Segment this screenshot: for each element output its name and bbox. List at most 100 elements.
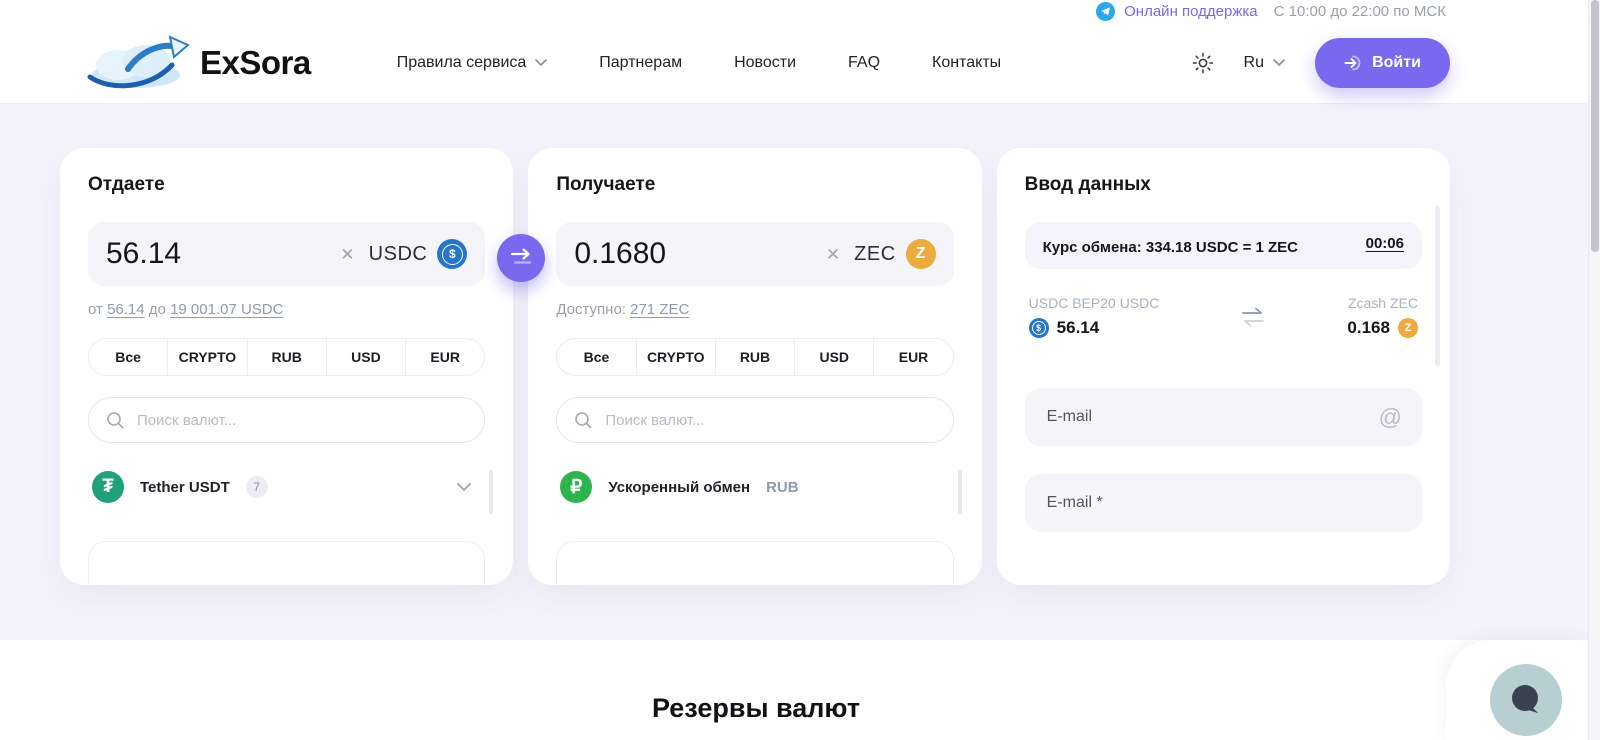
give-search-input[interactable]: [135, 410, 468, 430]
tab-usd[interactable]: USD: [794, 339, 873, 375]
online-support-link[interactable]: Онлайн поддержка: [1096, 1, 1258, 21]
clear-amount-icon[interactable]: ✕: [340, 244, 355, 264]
limit-min-link[interactable]: 56.14: [107, 301, 145, 318]
page-scrollbar-thumb[interactable]: [1591, 0, 1599, 252]
clear-amount-icon[interactable]: ✕: [825, 244, 841, 264]
list-item-fast-exchange[interactable]: ₽ Ускоренный обмен RUB: [556, 455, 953, 519]
tab-crypto[interactable]: CRYPTO: [635, 339, 715, 375]
list-item-name: Ускоренный обмен: [608, 478, 751, 496]
receive-currency-selector[interactable]: ZEC Z: [854, 239, 936, 269]
pair-from-label: USDC BEP20 USDC: [1028, 295, 1160, 311]
tab-eur[interactable]: EUR: [873, 339, 952, 375]
pair-from-amount: 56.14: [1056, 318, 1100, 337]
logo[interactable]: ExSora: [84, 34, 311, 91]
tab-all[interactable]: Все: [115, 349, 141, 365]
support-link-label: Онлайн поддержка: [1124, 2, 1258, 20]
nav-faq[interactable]: FAQ: [848, 53, 881, 71]
give-list-scrollbar[interactable]: [489, 470, 494, 514]
give-card-title: Отдаете: [88, 174, 165, 195]
chat-button[interactable]: [1490, 664, 1562, 736]
details-card-title: Ввод данных: [1024, 174, 1151, 195]
rate-timer-value: 00:06: [1365, 235, 1404, 252]
language-selector[interactable]: Ru: [1244, 54, 1285, 72]
receive-available: Доступно: 271 ZEC: [556, 301, 690, 318]
give-amount-box: ✕ USDC $: [88, 222, 486, 286]
give-card: Отдаете ✕ USDC $ от 56.14 до 19 001.07 U…: [60, 148, 514, 585]
pair-swap-icon: [1242, 307, 1265, 326]
network-count-badge: 7: [245, 476, 268, 498]
telegram-icon: [1096, 1, 1116, 21]
receive-currency-list: ₽ Ускоренный обмен RUB: [556, 455, 954, 585]
search-icon: [107, 412, 124, 429]
receive-list-scrollbar[interactable]: [957, 470, 962, 514]
page-scrollbar[interactable]: [1588, 0, 1600, 740]
give-limits: от 56.14 до 19 001.07 USDC: [88, 301, 284, 318]
email-input[interactable]: [1044, 407, 1367, 427]
list-item-currency-tag: RUB: [766, 478, 799, 496]
nav-contacts[interactable]: Контакты: [932, 53, 1002, 71]
pair-to-amount: 0.168: [1347, 318, 1390, 337]
login-label: Войти: [1372, 53, 1421, 71]
details-card-scrollbar[interactable]: [1434, 206, 1440, 366]
receive-amount-input[interactable]: [574, 237, 820, 271]
give-amount-input[interactable]: [106, 237, 335, 271]
logo-cloud-icon: [84, 34, 196, 91]
theme-toggle-sun-icon[interactable]: [1192, 52, 1214, 74]
main-nav: Правила сервиса Партнерам Новости FAQ Ко…: [397, 54, 1001, 72]
next-currency-group: [556, 541, 954, 585]
limit-max-link[interactable]: 19 001.07 USDC: [170, 301, 284, 318]
exchanger-section: Отдаете ✕ USDC $ от 56.14 до 19 001.07 U…: [0, 104, 1600, 640]
receive-card: Получаете ✕ ZEC Z Доступно: 271 ZEC Все …: [528, 148, 982, 585]
details-card: Ввод данных Курс обмена: 334.18 USDC = 1…: [996, 148, 1450, 585]
chevron-down-icon: [1273, 58, 1285, 66]
zcash-coin-icon: Z: [905, 239, 936, 269]
nav-news[interactable]: Новости: [734, 53, 797, 71]
give-currency-selector[interactable]: USDC $: [369, 239, 468, 269]
header: ExSora Правила сервиса Партнерам Новости…: [0, 22, 1600, 104]
exchange-pair-summary: USDC BEP20 USDC $ 56.14 Zcash ZEC 0: [1025, 295, 1422, 338]
tab-crypto[interactable]: CRYPTO: [167, 339, 246, 375]
pair-from: USDC BEP20 USDC $ 56.14: [1028, 295, 1160, 338]
pair-to-label: Zcash ZEC: [1347, 295, 1418, 311]
tab-all[interactable]: Все: [583, 349, 610, 365]
search-icon: [575, 412, 592, 429]
reserves-title: Резервы валют: [651, 693, 861, 723]
tab-usd[interactable]: USD: [325, 339, 405, 375]
at-sign-icon: @: [1378, 403, 1402, 430]
topbar: Онлайн поддержка С 10:00 до 22:00 по МСК: [0, 0, 1600, 22]
usdc-coin-icon: $: [437, 239, 468, 269]
give-currency-code: USDC: [368, 242, 428, 265]
exchange-rate-text: Курс обмена: 334.18 USDC = 1 ZEC: [1042, 239, 1299, 256]
email-field: @: [1024, 388, 1422, 446]
tab-rub[interactable]: RUB: [246, 339, 326, 375]
swap-arrows-icon: [510, 248, 532, 264]
chevron-down-icon: [457, 482, 472, 491]
receive-currency-code: ZEC: [854, 242, 896, 265]
exchange-rate-box: Курс обмена: 334.18 USDC = 1 ZEC 00:06: [1024, 222, 1422, 269]
support-hours: С 10:00 до 22:00 по МСК: [1273, 2, 1446, 20]
list-item-name: Tether USDT: [140, 478, 230, 496]
available-reserve-link[interactable]: 271 ZEC: [630, 301, 690, 318]
login-arrow-icon: [1344, 55, 1361, 70]
tab-eur[interactable]: EUR: [405, 339, 484, 375]
zcash-coin-icon: Z: [1397, 318, 1418, 338]
nav-partners[interactable]: Партнерам: [599, 53, 683, 71]
receive-currency-tabs: Все CRYPTO RUB USD EUR: [556, 338, 954, 376]
receive-search-input[interactable]: [603, 410, 936, 430]
swap-currencies-button[interactable]: [497, 234, 545, 282]
receive-amount-box: ✕ ZEC Z: [556, 222, 954, 286]
language-current: Ru: [1243, 53, 1264, 71]
receive-search-box: [556, 397, 954, 443]
tether-coin-icon: ₮: [92, 471, 124, 503]
chevron-down-icon: [535, 58, 548, 66]
usdc-coin-icon: $: [1028, 318, 1049, 338]
chat-bubble-icon: [1512, 685, 1538, 713]
rate-timer: 00:06: [1366, 235, 1404, 253]
list-item-tether[interactable]: ₮ Tether USDT 7: [88, 455, 485, 519]
login-button[interactable]: Войти: [1315, 37, 1450, 88]
tab-rub[interactable]: RUB: [714, 339, 794, 375]
give-currency-list: ₮ Tether USDT 7: [88, 455, 486, 585]
nav-service-rules[interactable]: Правила сервиса: [397, 54, 548, 72]
email-required-field: [1024, 474, 1422, 532]
email-required-input[interactable]: [1044, 493, 1402, 513]
